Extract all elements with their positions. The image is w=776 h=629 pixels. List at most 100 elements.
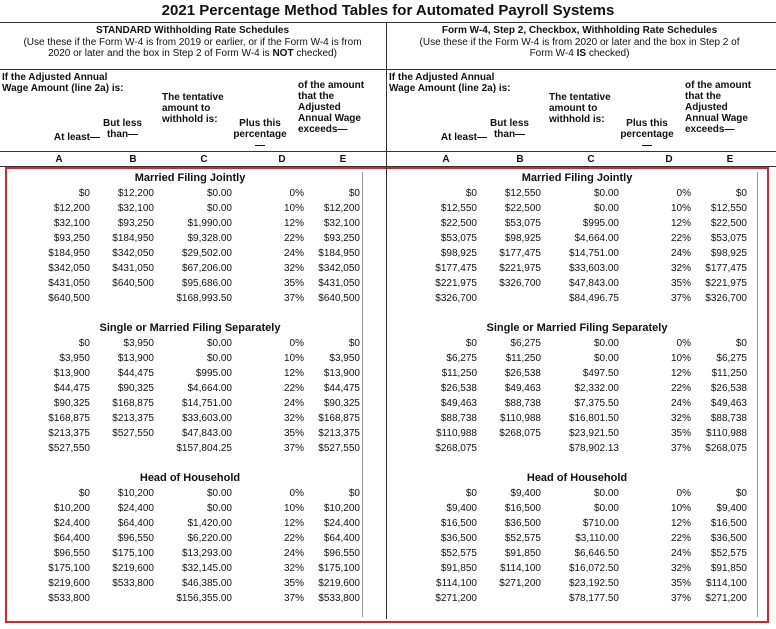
cell: $0.00 <box>206 503 232 514</box>
cell: 24% <box>670 548 691 559</box>
cell: 37% <box>670 293 691 304</box>
cell: $219,600 <box>112 563 154 574</box>
cell: $2,332.00 <box>574 383 620 394</box>
note-part: IS <box>576 48 587 59</box>
cell: $0.00 <box>593 503 619 514</box>
cell: $91,850 <box>710 563 747 574</box>
cell: $342,050 <box>48 263 90 274</box>
cell: $13,900 <box>117 353 154 364</box>
cell: $114,100 <box>436 578 477 589</box>
column-letter: C <box>200 154 208 165</box>
cell: $44,475 <box>117 368 154 379</box>
column-header: of the amount that the Adjusted Annual W… <box>298 80 365 135</box>
cell: 35% <box>283 428 304 439</box>
cell: $0.00 <box>593 353 619 364</box>
cell: $64,400 <box>323 533 360 544</box>
cell: 24% <box>283 548 304 559</box>
cell: $64,400 <box>117 518 154 529</box>
cell: $3,110.00 <box>575 533 619 544</box>
cell: $47,843.00 <box>568 278 619 289</box>
column-header: The tentative amount to withhold is: <box>162 92 224 125</box>
cell: $0.00 <box>593 488 619 499</box>
cell: 32% <box>670 563 691 574</box>
cell: $23,192.50 <box>568 578 619 589</box>
cell: 0% <box>289 488 304 499</box>
cell: $114,100 <box>706 578 747 589</box>
cell: $13,293.00 <box>181 548 232 559</box>
cell: $0.00 <box>206 353 232 364</box>
cell: 0% <box>676 338 691 349</box>
group-header: If the Adjusted Annual Wage Amount (line… <box>389 72 511 94</box>
cell: $12,200 <box>323 203 360 214</box>
cell: $11,250 <box>441 368 477 379</box>
section-title: Married Filing Jointly <box>521 172 633 184</box>
cell: $12,550 <box>440 203 477 214</box>
cell: $0 <box>348 338 360 349</box>
cell: $32,145.00 <box>181 563 232 574</box>
cell: $12,200 <box>117 188 154 199</box>
group-header: If the Adjusted Annual Wage Amount (line… <box>2 72 124 94</box>
cell: $271,200 <box>705 593 747 604</box>
cell: $90,325 <box>117 383 154 394</box>
rule <box>0 22 776 23</box>
cell: $44,475 <box>53 383 90 394</box>
section-title: Single or Married Filing Separately <box>99 322 281 334</box>
cell: $9,400 <box>716 503 747 514</box>
cell: $213,375 <box>48 428 90 439</box>
cell: $49,463 <box>504 383 541 394</box>
column-header: But less than— <box>490 118 529 140</box>
cell: $527,550 <box>112 428 154 439</box>
column-header: The tentative amount to withhold is: <box>549 92 611 125</box>
cell: $16,500 <box>440 518 477 529</box>
cell: $9,400 <box>510 488 541 499</box>
cell: $326,700 <box>435 293 477 304</box>
cell: $0.00 <box>593 338 619 349</box>
cell: $326,700 <box>499 278 541 289</box>
cell: $11,250 <box>505 353 541 364</box>
cell: 32% <box>283 563 304 574</box>
column-letter: B <box>516 154 524 165</box>
cell: 35% <box>670 428 691 439</box>
cell: $91,850 <box>440 563 477 574</box>
note-part: NOT <box>272 48 294 59</box>
cell: $13,900 <box>53 368 90 379</box>
cell: $431,050 <box>48 278 90 289</box>
cell: $175,100 <box>48 563 90 574</box>
cell: 22% <box>670 383 691 394</box>
cell: $527,550 <box>318 443 360 454</box>
cell: $22,500 <box>440 218 477 229</box>
cell: $14,751.00 <box>181 398 232 409</box>
cell: $46,385.00 <box>181 578 232 589</box>
cell: $640,500 <box>318 293 360 304</box>
column-letter: E <box>339 154 347 165</box>
cell: 12% <box>670 518 691 529</box>
cell: 37% <box>283 593 304 604</box>
cell: $268,075 <box>499 428 541 439</box>
note-part: checked) <box>293 48 337 59</box>
cell: 37% <box>283 443 304 454</box>
cell: $3,950 <box>329 353 360 364</box>
cell: $0 <box>465 338 477 349</box>
cell: $527,550 <box>48 443 90 454</box>
cell: $52,575 <box>440 548 477 559</box>
cell: $93,250 <box>323 233 360 244</box>
cell: 10% <box>670 353 691 364</box>
cell: $32,100 <box>323 218 360 229</box>
cell: $53,075 <box>440 233 477 244</box>
cell: $184,950 <box>318 248 360 259</box>
cell: 12% <box>283 518 304 529</box>
cell: $6,220.00 <box>187 533 233 544</box>
column-header: Plus this percentage— <box>233 118 287 151</box>
cell: $0.00 <box>206 203 232 214</box>
panel-heading: STANDARD Withholding Rate Schedules <box>95 25 290 36</box>
cell: $98,925 <box>440 248 477 259</box>
cell: $110,988 <box>500 413 541 424</box>
cell: 24% <box>670 248 691 259</box>
cell: $10,200 <box>323 503 360 514</box>
cell: $7,375.50 <box>574 398 620 409</box>
cell: 32% <box>283 263 304 274</box>
cell: $90,325 <box>53 398 90 409</box>
cell: $78,902.13 <box>568 443 619 454</box>
cell: 10% <box>283 353 304 364</box>
